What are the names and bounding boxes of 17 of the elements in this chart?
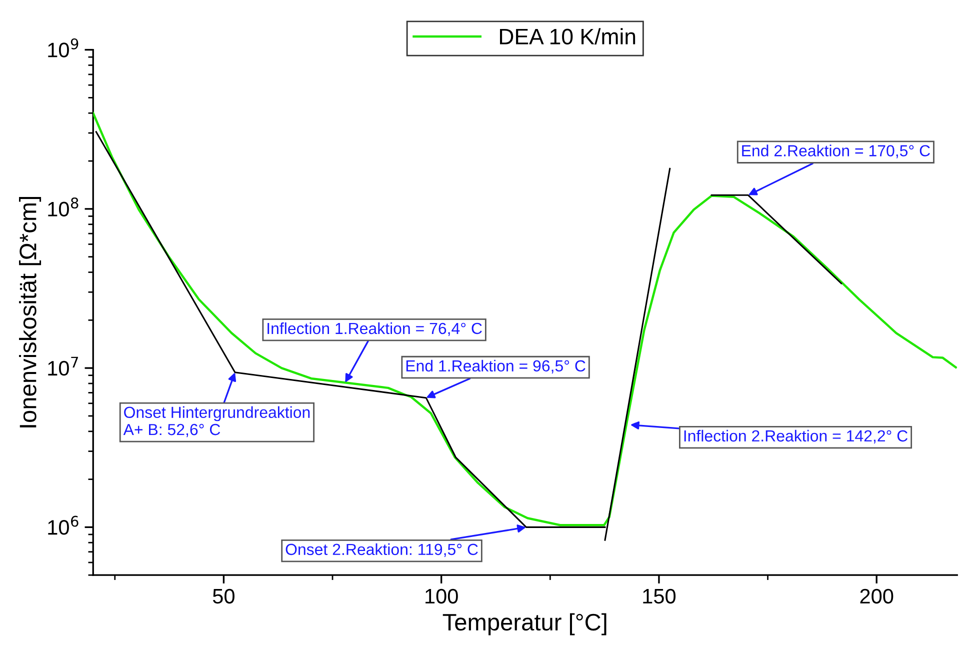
annotation: End 1.Reaktion = 96,5° C [406,360,586,374]
x-tick-label: 200 [860,588,894,604]
y-tick-label: 10$^{7}$ [48,356,78,376]
y-tick-label: 10$^{8}$ [48,198,78,217]
x-tick-label: 50 [212,588,234,604]
annotation: Inflection 1.Reaktion = 76,4° C [268,322,482,336]
y-tick-label: 10$^{6}$ [48,516,78,535]
annotation: Onset 2.Reaktion: 119,5° C [286,543,478,557]
annotation: End 2.Reaktion = 170,5° C [742,144,930,158]
y-tick-label: 10$^{9}$ [48,38,78,58]
x-tick-label: 150 [643,588,676,604]
x-tick-label: 100 [426,588,458,604]
annotation: Onset Hintergrundreaktion A+ B: 52,6° C [123,406,310,438]
annotation: Inflection 2.Reaktion = 142,2° C [684,430,908,444]
legend-label: DEA 10 K/min [500,28,636,44]
y-axis-title: Ionenviskosität [Ω*cm] [19,197,42,428]
x-axis-title: Temperatur [°C] [442,613,606,636]
